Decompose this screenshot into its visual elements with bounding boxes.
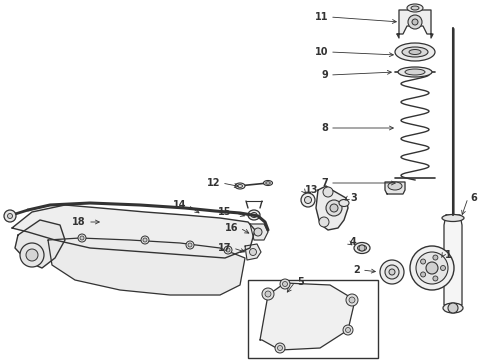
Circle shape xyxy=(326,200,342,216)
Circle shape xyxy=(186,241,194,249)
Circle shape xyxy=(385,265,399,279)
Ellipse shape xyxy=(235,183,245,189)
Circle shape xyxy=(426,262,438,274)
Circle shape xyxy=(323,187,333,197)
Circle shape xyxy=(80,236,84,240)
Ellipse shape xyxy=(402,47,428,57)
Polygon shape xyxy=(250,224,268,240)
Polygon shape xyxy=(48,238,245,295)
Ellipse shape xyxy=(354,243,370,253)
Text: 13: 13 xyxy=(305,185,318,195)
Circle shape xyxy=(26,249,38,261)
Circle shape xyxy=(448,303,458,313)
Text: 10: 10 xyxy=(315,47,328,57)
Circle shape xyxy=(265,291,271,297)
Circle shape xyxy=(301,193,315,207)
Text: 15: 15 xyxy=(218,207,231,217)
Ellipse shape xyxy=(442,215,464,221)
Text: 9: 9 xyxy=(321,70,328,80)
Text: 14: 14 xyxy=(172,200,186,210)
Circle shape xyxy=(359,245,365,251)
Circle shape xyxy=(20,243,44,267)
Text: 6: 6 xyxy=(470,193,477,203)
Ellipse shape xyxy=(395,43,435,61)
Circle shape xyxy=(280,279,290,289)
Ellipse shape xyxy=(409,50,421,54)
Circle shape xyxy=(143,238,147,242)
Text: 2: 2 xyxy=(353,265,360,275)
Circle shape xyxy=(7,213,13,219)
Circle shape xyxy=(420,259,426,264)
Circle shape xyxy=(389,269,395,275)
Polygon shape xyxy=(12,205,255,258)
Circle shape xyxy=(416,252,448,284)
Circle shape xyxy=(420,272,426,277)
Text: 12: 12 xyxy=(206,178,220,188)
Polygon shape xyxy=(15,220,65,268)
Circle shape xyxy=(78,234,86,242)
Text: 7: 7 xyxy=(321,178,328,188)
Text: 16: 16 xyxy=(224,223,238,233)
Ellipse shape xyxy=(266,182,270,184)
Circle shape xyxy=(343,325,353,335)
Text: 5: 5 xyxy=(297,277,304,287)
Ellipse shape xyxy=(248,210,260,220)
Circle shape xyxy=(254,228,262,236)
Ellipse shape xyxy=(398,67,432,77)
Ellipse shape xyxy=(407,4,423,12)
Polygon shape xyxy=(397,10,433,38)
Circle shape xyxy=(319,217,329,227)
Circle shape xyxy=(441,266,445,270)
Circle shape xyxy=(275,343,285,353)
Circle shape xyxy=(188,243,192,247)
Circle shape xyxy=(330,204,338,212)
Ellipse shape xyxy=(411,6,419,10)
Circle shape xyxy=(226,248,230,252)
Ellipse shape xyxy=(388,182,402,190)
Circle shape xyxy=(345,328,350,333)
Circle shape xyxy=(249,248,256,256)
Ellipse shape xyxy=(405,69,425,75)
Circle shape xyxy=(4,210,16,222)
Circle shape xyxy=(346,294,358,306)
Circle shape xyxy=(262,288,274,300)
Bar xyxy=(248,280,378,358)
Circle shape xyxy=(433,276,438,281)
Text: 1: 1 xyxy=(445,250,452,260)
Ellipse shape xyxy=(251,212,257,217)
Circle shape xyxy=(304,197,312,203)
Polygon shape xyxy=(316,186,348,230)
Circle shape xyxy=(408,15,422,29)
Ellipse shape xyxy=(238,185,243,188)
Ellipse shape xyxy=(264,180,272,185)
Circle shape xyxy=(433,255,438,260)
Text: 4: 4 xyxy=(350,237,357,247)
Polygon shape xyxy=(245,244,261,260)
Text: 11: 11 xyxy=(315,12,328,22)
Text: 18: 18 xyxy=(73,217,86,227)
Text: 8: 8 xyxy=(321,123,328,133)
Ellipse shape xyxy=(443,303,463,313)
Circle shape xyxy=(283,282,288,287)
Circle shape xyxy=(349,297,355,303)
Text: 3: 3 xyxy=(350,193,357,203)
Ellipse shape xyxy=(358,245,367,251)
Circle shape xyxy=(277,346,283,351)
Circle shape xyxy=(141,236,149,244)
Polygon shape xyxy=(260,283,355,350)
Circle shape xyxy=(412,19,418,25)
Polygon shape xyxy=(444,215,462,305)
Polygon shape xyxy=(385,182,405,194)
Circle shape xyxy=(380,260,404,284)
Text: 17: 17 xyxy=(218,243,231,253)
Circle shape xyxy=(410,246,454,290)
Ellipse shape xyxy=(339,199,349,207)
Circle shape xyxy=(224,246,232,254)
